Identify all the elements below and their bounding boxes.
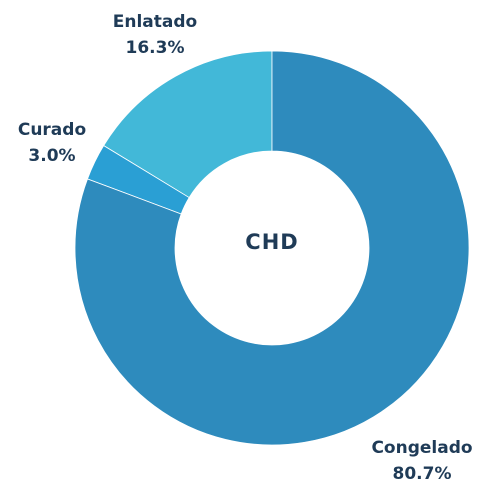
donut-slice	[74, 50, 470, 446]
donut-slice	[103, 50, 273, 199]
slice-value-label: 16.3%	[126, 38, 185, 58]
center-label: CHD	[245, 230, 298, 254]
slice-value-label: 3.0%	[28, 146, 75, 166]
donut-slice	[86, 145, 190, 215]
slice-label: Congelado	[371, 438, 472, 458]
slice-value-label: 80.7%	[393, 464, 452, 484]
slice-label: Enlatado	[113, 12, 197, 32]
slice-label: Curado	[18, 120, 86, 140]
